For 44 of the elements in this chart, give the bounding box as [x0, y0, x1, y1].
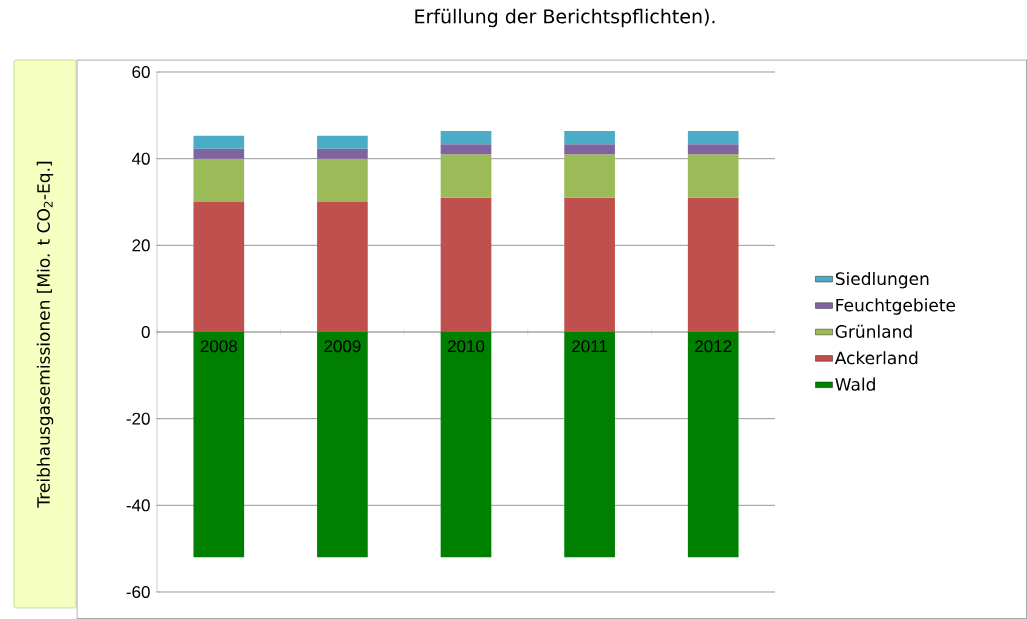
chart-title: Erfüllung der Berichtspflichten).	[415, 8, 715, 28]
y-tick-label: 60	[132, 65, 150, 79]
bar	[317, 135, 368, 149]
bar	[564, 144, 615, 155]
bar	[193, 148, 245, 159]
bar	[687, 144, 739, 155]
bar	[440, 144, 492, 155]
y-axis-title: Treibhausgasemissionen [Mio. t CO$_{2}$-Eq.]	[36, 161, 54, 508]
legend-label: Ackerland	[834, 351, 918, 365]
legend-label: Siedlungen	[835, 271, 929, 289]
legend-label: Grünland	[835, 324, 912, 338]
legend-label: Wald	[835, 377, 875, 391]
bar	[687, 154, 739, 198]
x-tick-label: 2010	[447, 340, 485, 353]
bar	[687, 130, 739, 145]
x-tick-label: 2011	[572, 340, 608, 353]
bar	[193, 332, 245, 558]
bar	[440, 154, 492, 198]
bar	[687, 197, 739, 332]
bar	[440, 332, 492, 558]
y-tick-label: 40	[131, 152, 150, 165]
bar	[687, 332, 739, 558]
bar	[317, 202, 368, 332]
y-tick-label: -20	[126, 412, 150, 425]
x-tick-label: 2012	[695, 340, 732, 353]
y-tick-label: 20	[132, 239, 150, 252]
y-tick-label: -60	[126, 585, 150, 599]
y-tick-label: 0	[141, 325, 150, 339]
bar	[317, 332, 368, 558]
bar	[193, 135, 245, 149]
bar	[564, 197, 615, 332]
x-tick-label: 2008	[200, 340, 237, 353]
bar	[193, 202, 245, 332]
legend-label: Feuchtgebiete	[836, 298, 956, 315]
bar	[193, 158, 245, 202]
x-tick-label: 2009	[324, 340, 361, 353]
bar	[564, 332, 615, 558]
bar	[317, 148, 368, 159]
bar	[564, 154, 615, 198]
y-tick-label: -40	[126, 499, 150, 512]
bar	[440, 197, 492, 332]
bar	[317, 158, 368, 202]
bar	[440, 130, 492, 145]
bar	[564, 130, 615, 145]
